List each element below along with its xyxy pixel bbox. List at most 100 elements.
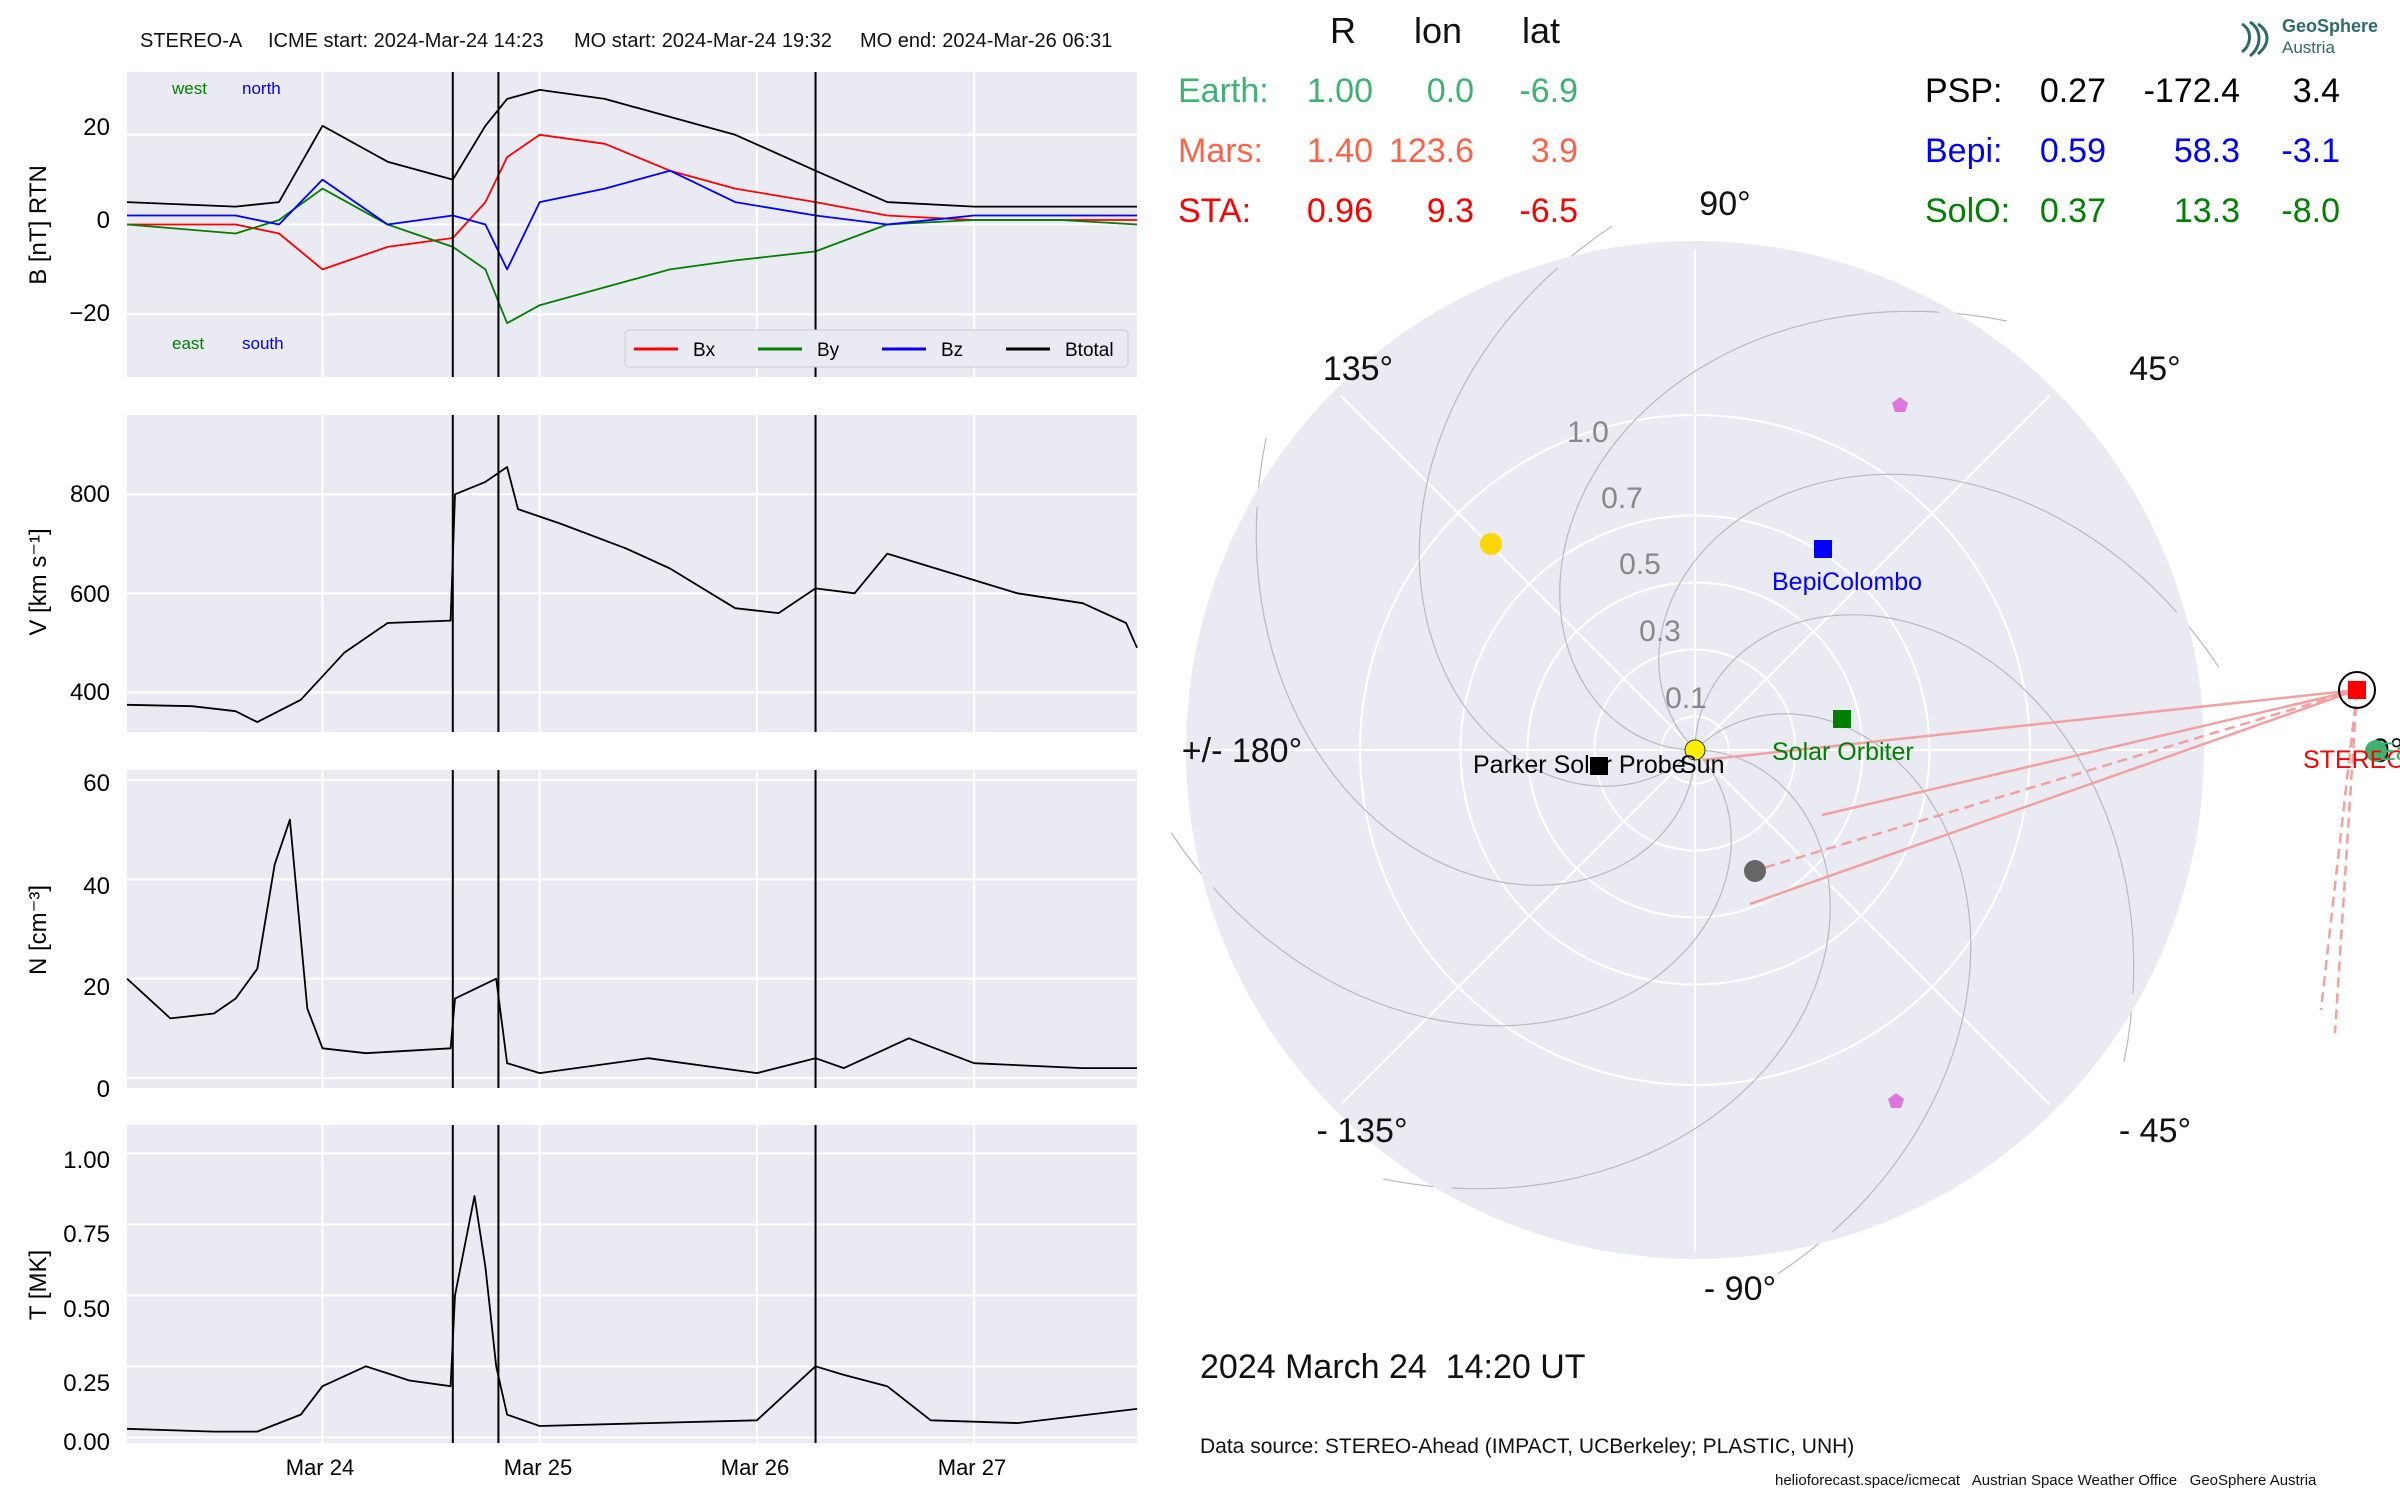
table-header-lat: lat (1522, 10, 1561, 51)
v-panel-bg (127, 415, 1137, 732)
polar-rim (1186, 241, 2204, 1259)
position-name-cell: Earth: (1178, 72, 1269, 110)
polar-grid-spoke (1694, 392, 2053, 751)
position-lat-cell: -8.0 (2281, 192, 2340, 230)
time-series-chart: 20 0 −20 800 600 400 60 40 20 0 1.00 0.7… (25, 72, 1138, 1480)
polar-angle-label: +/- 180° (1182, 732, 1302, 770)
position-r-cell: 0.37 (2039, 192, 2106, 230)
t-ylabel: T [MK] (25, 1250, 52, 1320)
sta-connection-line (1702, 688, 2358, 762)
parker-spiral-line (1658, 473, 2220, 751)
b-tick-label: 20 (83, 114, 110, 141)
position-r-cell: 0.96 (1306, 192, 1373, 230)
legend-label-by: By (817, 340, 840, 361)
polar-angle-label: 45° (2129, 350, 2180, 388)
position-lon-cell: 9.3 (1426, 192, 1474, 230)
v-series-line (126, 466, 1138, 723)
t-tick-label: 0.25 (63, 1370, 110, 1397)
x-tick-label: Mar 24 (286, 1455, 354, 1480)
polar-grid-spoke (1337, 392, 1696, 751)
venus-marker (1480, 533, 1502, 555)
v-tick-label: 800 (70, 481, 110, 508)
b-legend: Bx By Bz Btotal (624, 329, 1129, 368)
south-label: south (242, 334, 284, 353)
west-label: west (171, 79, 207, 98)
polar-grid-spoke (1694, 749, 2053, 1108)
bepicolombo-label: BepiColombo (1772, 568, 1922, 596)
n-ylabel: N [cm⁻³] (25, 885, 52, 975)
legend-label-bx: Bx (693, 340, 716, 361)
sta-highlight-ring (2338, 671, 2376, 709)
sun-label: Sun (1680, 751, 1724, 779)
v-tick-label: 600 (70, 581, 110, 608)
b-tick-label: 0 (97, 207, 110, 234)
t-tick-label: 1.00 (63, 1147, 110, 1174)
timestamp: 2024 March 24 14:20 UT (1200, 1348, 1586, 1386)
logo-line2: Austria (2282, 38, 2335, 57)
polar-angle-label: 90° (1699, 185, 1750, 223)
parker-spiral-line (1418, 225, 1696, 787)
polar-radial-label: 0.5 (1619, 548, 1661, 581)
legend-box (624, 329, 1129, 368)
position-lat-cell: -3.1 (2281, 132, 2340, 170)
polar-radial-label: 0.7 (1601, 482, 1643, 515)
solar-orbiter-marker (1833, 710, 1851, 728)
t-tick-label: 0.75 (63, 1221, 110, 1248)
n-tick-label: 60 (83, 770, 110, 797)
position-r-cell: 0.59 (2039, 132, 2106, 170)
polar-radial-label: 0.1 (1665, 682, 1707, 715)
parker-spiral-line (1170, 749, 1732, 1027)
polar-heeq-chart: 0.10.30.50.71.090°45°0° HEEQ- 45°- 90°- … (1170, 185, 2400, 1300)
position-lat-cell: -6.5 (1519, 192, 1578, 230)
position-lat-cell: -6.9 (1519, 72, 1578, 110)
x-tick-label: Mar 27 (938, 1455, 1006, 1480)
polar-radial-label: 0.3 (1639, 615, 1681, 648)
parker-spiral-line (1559, 310, 2007, 751)
position-lon-cell: 0.0 (1426, 72, 1474, 110)
sta-connection-dashed-line (2319, 689, 2359, 1011)
legend-label-btotal: Btotal (1065, 340, 1114, 361)
x-tick-label: Mar 26 (721, 1455, 789, 1480)
bz-series-line (127, 169, 1137, 271)
earth-marker (2365, 740, 2387, 762)
legend-label-bz: Bz (941, 340, 963, 361)
position-name-cell: Mars: (1178, 132, 1263, 170)
polar-grid-spoke (1337, 749, 1696, 1108)
position-lon-cell: 13.3 (2173, 192, 2240, 230)
bepicolombo-marker (1814, 540, 1832, 558)
geosphere-logo: GeoSphere Austria (2232, 14, 2382, 62)
sun-marker (1684, 739, 1706, 761)
t-tick-label: 0.00 (63, 1429, 110, 1456)
parker-spiral-line (1694, 713, 1972, 1275)
east-label: east (172, 334, 204, 353)
logo-line1: GeoSphere (2282, 16, 2379, 36)
t-series-line (126, 1195, 1138, 1433)
table-header-lon: lon (1414, 10, 1463, 51)
sta-connection-dashed-line (2333, 689, 2359, 1034)
position-r-cell: 1.00 (1306, 72, 1373, 110)
psp-marker (1590, 757, 1608, 775)
parker-solar-probe-label: Parker Solar Probe (1473, 751, 1686, 779)
position-lon-cell: 123.6 (1388, 132, 1474, 170)
earth-label: Earth (2379, 738, 2400, 766)
n-tick-label: 0 (97, 1076, 110, 1103)
table-header-r: R (1330, 10, 1356, 51)
position-name-cell: Bepi: (1925, 132, 2003, 170)
position-name-cell: PSP: (1925, 72, 2003, 110)
b-tick-label: −20 (69, 300, 110, 327)
data-source: Data source: STEREO-Ahead (IMPACT, UCBer… (1200, 1435, 1855, 1458)
mercury-marker (1744, 860, 1766, 882)
header-icme-start: ICME start: 2024-Mar-24 14:23 (268, 30, 544, 52)
by-series-line (126, 187, 1138, 325)
position-lon-cell: 58.3 (2173, 132, 2240, 170)
parker-spiral-line (1255, 438, 1696, 886)
btotal-series-line (126, 89, 1137, 208)
position-name-cell: SolO: (1925, 192, 2011, 230)
parker-spiral-line (1694, 614, 2135, 1062)
position-r-cell: 0.27 (2039, 72, 2106, 110)
position-lat-cell: 3.9 (1530, 132, 1578, 170)
n-tick-label: 20 (83, 974, 110, 1001)
position-lat-cell: 3.4 (2292, 72, 2340, 110)
polar-radial-label: 1.0 (1567, 416, 1609, 449)
polar-angle-label: - 135° (1316, 1112, 1407, 1150)
